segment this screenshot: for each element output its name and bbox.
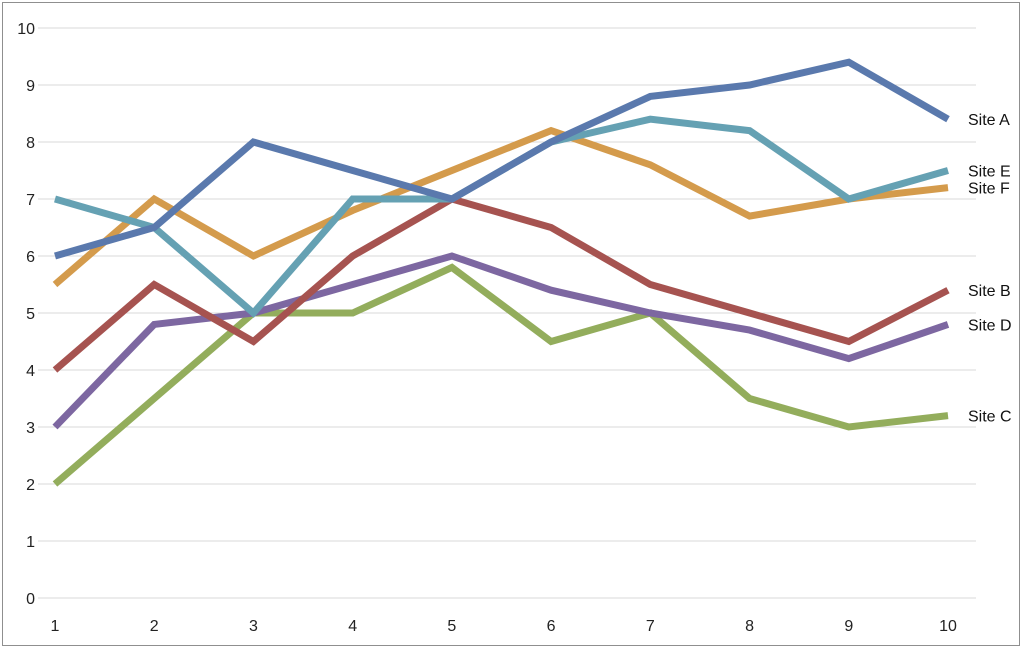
y-tick-label: 9 [26, 78, 35, 95]
series-label-site-e: Site E [968, 164, 1011, 181]
x-tick-label: 1 [51, 618, 60, 635]
x-tick-label: 6 [547, 618, 556, 635]
y-tick-label: 8 [26, 135, 35, 152]
x-axis-tick-labels: 1 2 3 4 5 6 7 8 9 10 [51, 618, 957, 635]
y-tick-label: 1 [26, 534, 35, 551]
series-line-site-b [52, 195, 950, 373]
series-line-site-c [52, 263, 949, 487]
series-line-site-f [52, 126, 949, 288]
x-tick-label: 10 [939, 618, 957, 635]
series-label-site-a: Site A [968, 112, 1010, 129]
x-tick-label: 8 [745, 618, 754, 635]
series-lines [52, 58, 950, 487]
series-label-site-d: Site D [968, 317, 1012, 334]
y-tick-label: 10 [17, 21, 35, 38]
x-tick-label: 2 [150, 618, 159, 635]
x-tick-label: 9 [844, 618, 853, 635]
x-tick-label: 4 [348, 618, 357, 635]
x-tick-label: 3 [249, 618, 258, 635]
y-tick-label: 6 [26, 249, 35, 266]
series-line-site-a [54, 58, 950, 260]
y-tick-label: 0 [26, 591, 35, 608]
gridlines [38, 27, 976, 599]
x-tick-label: 5 [447, 618, 456, 635]
series-label-site-b: Site B [968, 283, 1011, 300]
series-label-site-f: Site F [968, 181, 1010, 198]
y-tick-label: 4 [26, 363, 35, 380]
y-axis-tick-labels: 0 1 2 3 4 5 6 7 8 9 10 [17, 21, 35, 608]
y-tick-label: 2 [26, 477, 35, 494]
series-line-site-d [52, 252, 950, 430]
y-tick-label: 3 [26, 420, 35, 437]
y-tick-label: 7 [26, 192, 35, 209]
x-tick-label: 7 [646, 618, 655, 635]
series-label-site-c: Site C [968, 409, 1012, 426]
y-tick-label: 5 [26, 306, 35, 323]
